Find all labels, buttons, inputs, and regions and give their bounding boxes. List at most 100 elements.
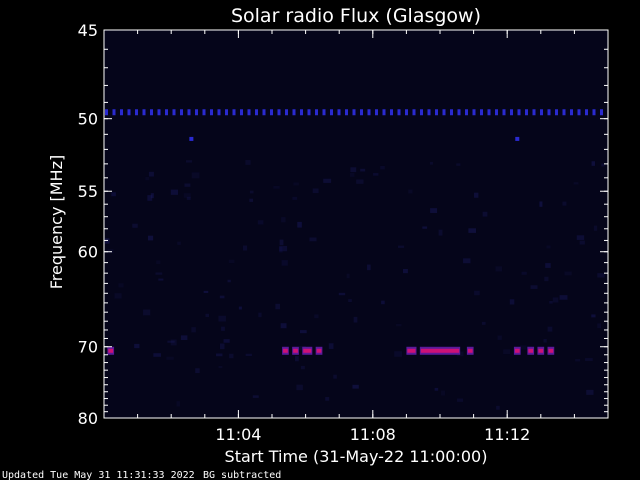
plot-background <box>104 30 608 418</box>
noise-speck <box>176 401 180 407</box>
noise-speck <box>591 314 596 318</box>
interference-dash <box>157 109 161 116</box>
interference-dash <box>352 109 356 116</box>
noise-speck <box>281 217 286 223</box>
noise-speck <box>218 315 226 322</box>
noise-speck <box>408 189 413 194</box>
interference-dash <box>247 109 251 116</box>
noise-speck <box>191 172 200 179</box>
noise-speck <box>292 196 298 200</box>
noise-speck <box>496 405 500 410</box>
noise-speck <box>312 188 319 194</box>
noise-speck <box>205 313 210 318</box>
noise-speck <box>482 211 488 217</box>
noise-speck <box>394 351 403 357</box>
noise-speck <box>156 260 161 264</box>
interference-dash <box>112 109 116 116</box>
noise-speck <box>585 358 593 361</box>
noise-speck <box>221 326 225 331</box>
interference-dash <box>300 109 303 116</box>
interference-dash <box>412 109 416 116</box>
interference-dash <box>345 109 348 116</box>
interference-dash <box>495 109 498 116</box>
chart-title: Solar radio Flux (Glasgow) <box>231 5 481 27</box>
y-tick-label: 80 <box>78 409 98 428</box>
noise-speck <box>249 198 254 202</box>
noise-speck <box>293 182 299 186</box>
interference-dash <box>510 109 513 116</box>
noise-speck <box>597 323 602 329</box>
y-tick-label: 55 <box>78 182 98 201</box>
interference-dash <box>142 109 146 116</box>
interference-dash <box>405 109 408 116</box>
interference-dash <box>382 109 386 116</box>
noise-speck <box>576 235 585 240</box>
y-tick-label: 60 <box>78 243 98 262</box>
noise-speck <box>219 343 225 350</box>
noise-speck <box>456 351 464 357</box>
noise-speck <box>474 192 479 198</box>
noise-speck <box>323 178 332 183</box>
interference-dash <box>172 109 176 116</box>
noise-speck <box>104 238 110 244</box>
noise-speck <box>352 384 359 389</box>
noise-speck <box>132 223 138 228</box>
interference-dash <box>240 109 243 116</box>
interference-dash <box>150 109 153 116</box>
noise-speck <box>422 226 428 229</box>
burst-segment <box>548 348 554 353</box>
interference-dash <box>165 109 168 116</box>
burst-segment <box>293 348 298 353</box>
noise-speck <box>170 189 179 195</box>
noise-speck <box>245 160 251 165</box>
noise-speck <box>143 309 151 316</box>
burst-segment <box>514 348 520 353</box>
background-note: BG subtracted <box>203 470 281 480</box>
noise-speck <box>300 365 305 370</box>
interference-dash <box>420 109 423 116</box>
noise-speck <box>275 303 281 310</box>
noise-speck <box>111 192 116 197</box>
noise-speck <box>530 285 538 289</box>
noise-speck <box>544 276 549 282</box>
burst-segment <box>420 348 460 353</box>
interference-dash <box>562 109 566 116</box>
noise-speck <box>215 353 223 357</box>
noise-speck <box>438 229 443 236</box>
burst-segment <box>407 348 416 353</box>
interference-dash <box>210 109 213 116</box>
noise-speck <box>186 196 191 200</box>
updated-timestamp: Updated Tue May 31 11:31:33 2022 <box>2 470 195 480</box>
noise-speck <box>228 259 235 264</box>
burst-segment <box>303 348 312 353</box>
interference-dash <box>502 109 506 116</box>
noise-speck <box>153 353 161 357</box>
interference-dash <box>457 109 461 116</box>
x-tick-label: 11:04 <box>215 425 261 444</box>
x-axis-title: Start Time (31-May-22 11:00:00) <box>225 447 488 466</box>
y-tick-label: 50 <box>78 110 98 129</box>
noise-speck <box>434 387 439 391</box>
noise-speck <box>562 201 567 206</box>
interference-dash <box>330 109 333 116</box>
noise-speck <box>457 398 464 402</box>
noise-speck <box>509 299 515 305</box>
noise-speck <box>519 345 527 350</box>
y-axis-title: Frequency [MHz] <box>47 155 66 289</box>
noise-speck <box>601 163 605 167</box>
interference-dash <box>540 109 543 116</box>
noise-speck <box>279 239 284 246</box>
noise-speck <box>373 173 379 176</box>
interference-dash <box>465 109 468 116</box>
noise-speck <box>348 299 352 303</box>
noise-speck <box>147 195 153 201</box>
noise-speck <box>170 339 177 346</box>
noise-speck <box>402 269 408 274</box>
noise-speck <box>543 339 547 343</box>
interference-dash <box>487 109 491 116</box>
interference-dash <box>225 109 228 116</box>
noise-speck <box>441 390 446 396</box>
noise-speck <box>521 271 527 275</box>
noise-speck <box>546 245 551 249</box>
noise-speck <box>593 225 598 231</box>
